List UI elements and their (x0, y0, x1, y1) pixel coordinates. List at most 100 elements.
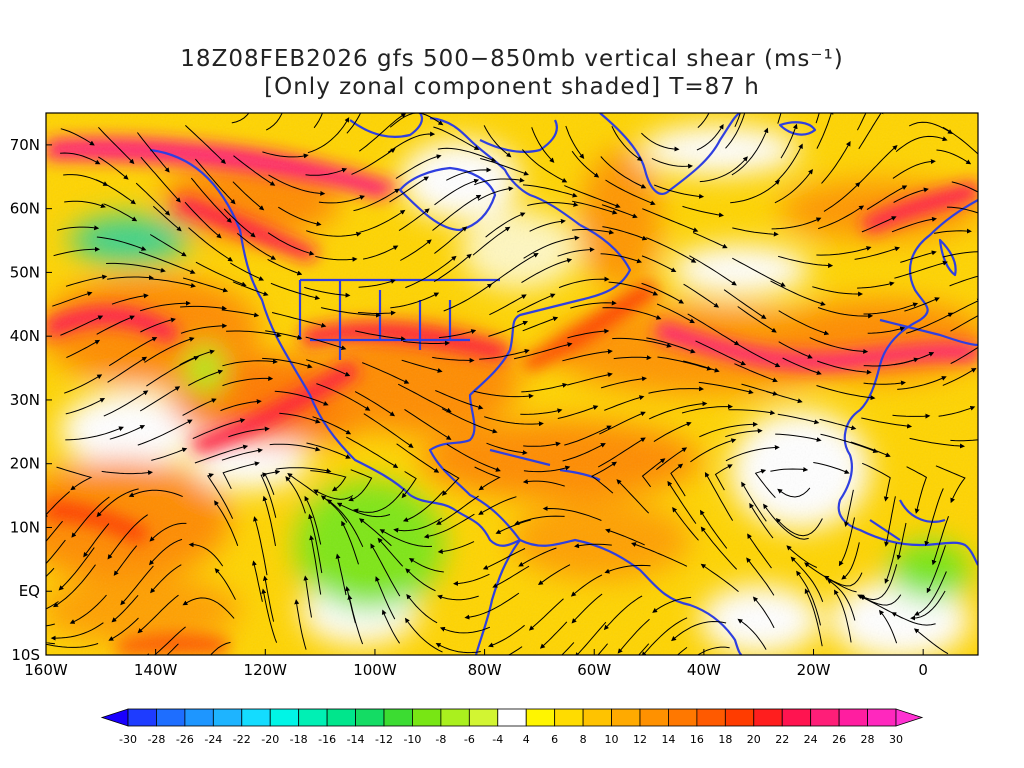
streamline (56, 466, 93, 491)
streamline (375, 576, 396, 620)
streamline (279, 412, 321, 424)
colorbar-label: 22 (775, 733, 789, 746)
streamline (531, 127, 555, 163)
streamline (313, 113, 324, 129)
streamline (495, 519, 531, 534)
streamline (816, 246, 872, 256)
streamline (362, 362, 410, 384)
streamline (472, 226, 511, 256)
colorbar-label: -30 (119, 733, 137, 746)
streamline (109, 425, 146, 440)
streamline (775, 517, 823, 537)
colorbar-label: 6 (551, 733, 558, 746)
streamline (676, 647, 688, 655)
streamline (571, 229, 615, 235)
streamline (335, 553, 347, 596)
streamline (700, 563, 739, 592)
streamline (695, 340, 747, 366)
streamline (778, 310, 830, 336)
streamline (253, 516, 268, 576)
streamline (152, 205, 182, 232)
streamline (303, 575, 312, 618)
lon-tick-label: 60W (577, 661, 611, 679)
lat-tick-label: 50N (10, 263, 40, 281)
streamline (437, 147, 497, 163)
streamline (734, 363, 778, 383)
streamline (435, 643, 481, 654)
streamline (439, 626, 491, 634)
streamline (786, 545, 818, 568)
streamline (275, 467, 332, 474)
streamline (210, 641, 231, 655)
streamline (221, 448, 263, 461)
streamline (777, 487, 811, 498)
streamline (139, 300, 191, 312)
lat-tick-label: 30N (10, 391, 40, 409)
streamline (950, 315, 978, 332)
streamline (477, 186, 514, 201)
streamline (278, 206, 322, 227)
streamline (522, 479, 565, 487)
streamline (358, 279, 396, 288)
streamline (432, 194, 482, 231)
lon-tick-label: 140W (134, 661, 178, 679)
colorbar-label: 24 (804, 733, 818, 746)
streamline (542, 506, 602, 521)
streamline (267, 258, 303, 276)
streamline (379, 529, 433, 548)
lat-tick-label: 10N (10, 518, 40, 536)
streamline (341, 520, 359, 565)
streamline (574, 543, 612, 549)
streamline (56, 225, 100, 231)
streamline (128, 489, 183, 498)
streamline (570, 300, 617, 309)
streamline (892, 413, 931, 419)
streamline (66, 339, 101, 359)
colorbar-swatch (611, 708, 641, 727)
streamline (285, 476, 306, 514)
streamline (149, 278, 196, 288)
streamline (601, 204, 638, 219)
streamline (692, 232, 728, 249)
colorbar-swatch (184, 708, 214, 727)
streamline (320, 307, 381, 318)
streamline (571, 150, 600, 178)
streamline (265, 113, 283, 131)
colorbar-label: 30 (889, 733, 903, 746)
streamline (641, 458, 666, 488)
streamline (433, 253, 472, 283)
streamline (137, 419, 193, 446)
streamline (264, 469, 281, 495)
streamline (473, 390, 534, 399)
streamline (222, 375, 274, 387)
streamline (381, 609, 401, 644)
streamline (98, 156, 129, 180)
streamline (400, 239, 432, 261)
streamline (725, 113, 746, 149)
streamline (671, 620, 727, 642)
streamline (574, 621, 607, 655)
streamline (267, 232, 315, 256)
streamline (480, 158, 529, 176)
streamline (775, 433, 822, 442)
streamline (774, 168, 813, 204)
streamline (942, 251, 978, 258)
streamline (894, 260, 948, 279)
colorbar-swatch (326, 708, 356, 727)
streamline (734, 113, 741, 128)
streamline (270, 282, 321, 300)
streamline (488, 253, 539, 287)
streamline (766, 391, 803, 404)
streamline (611, 125, 643, 162)
streamline (195, 261, 247, 287)
streamline (398, 208, 430, 232)
colorbar-swatch (127, 708, 157, 727)
streamline (602, 226, 648, 241)
streamline (262, 495, 276, 546)
streamline (942, 126, 978, 155)
streamline (641, 617, 688, 655)
streamline (46, 641, 55, 645)
streamline (893, 352, 935, 366)
streamline (641, 132, 680, 152)
streamline (483, 125, 512, 158)
